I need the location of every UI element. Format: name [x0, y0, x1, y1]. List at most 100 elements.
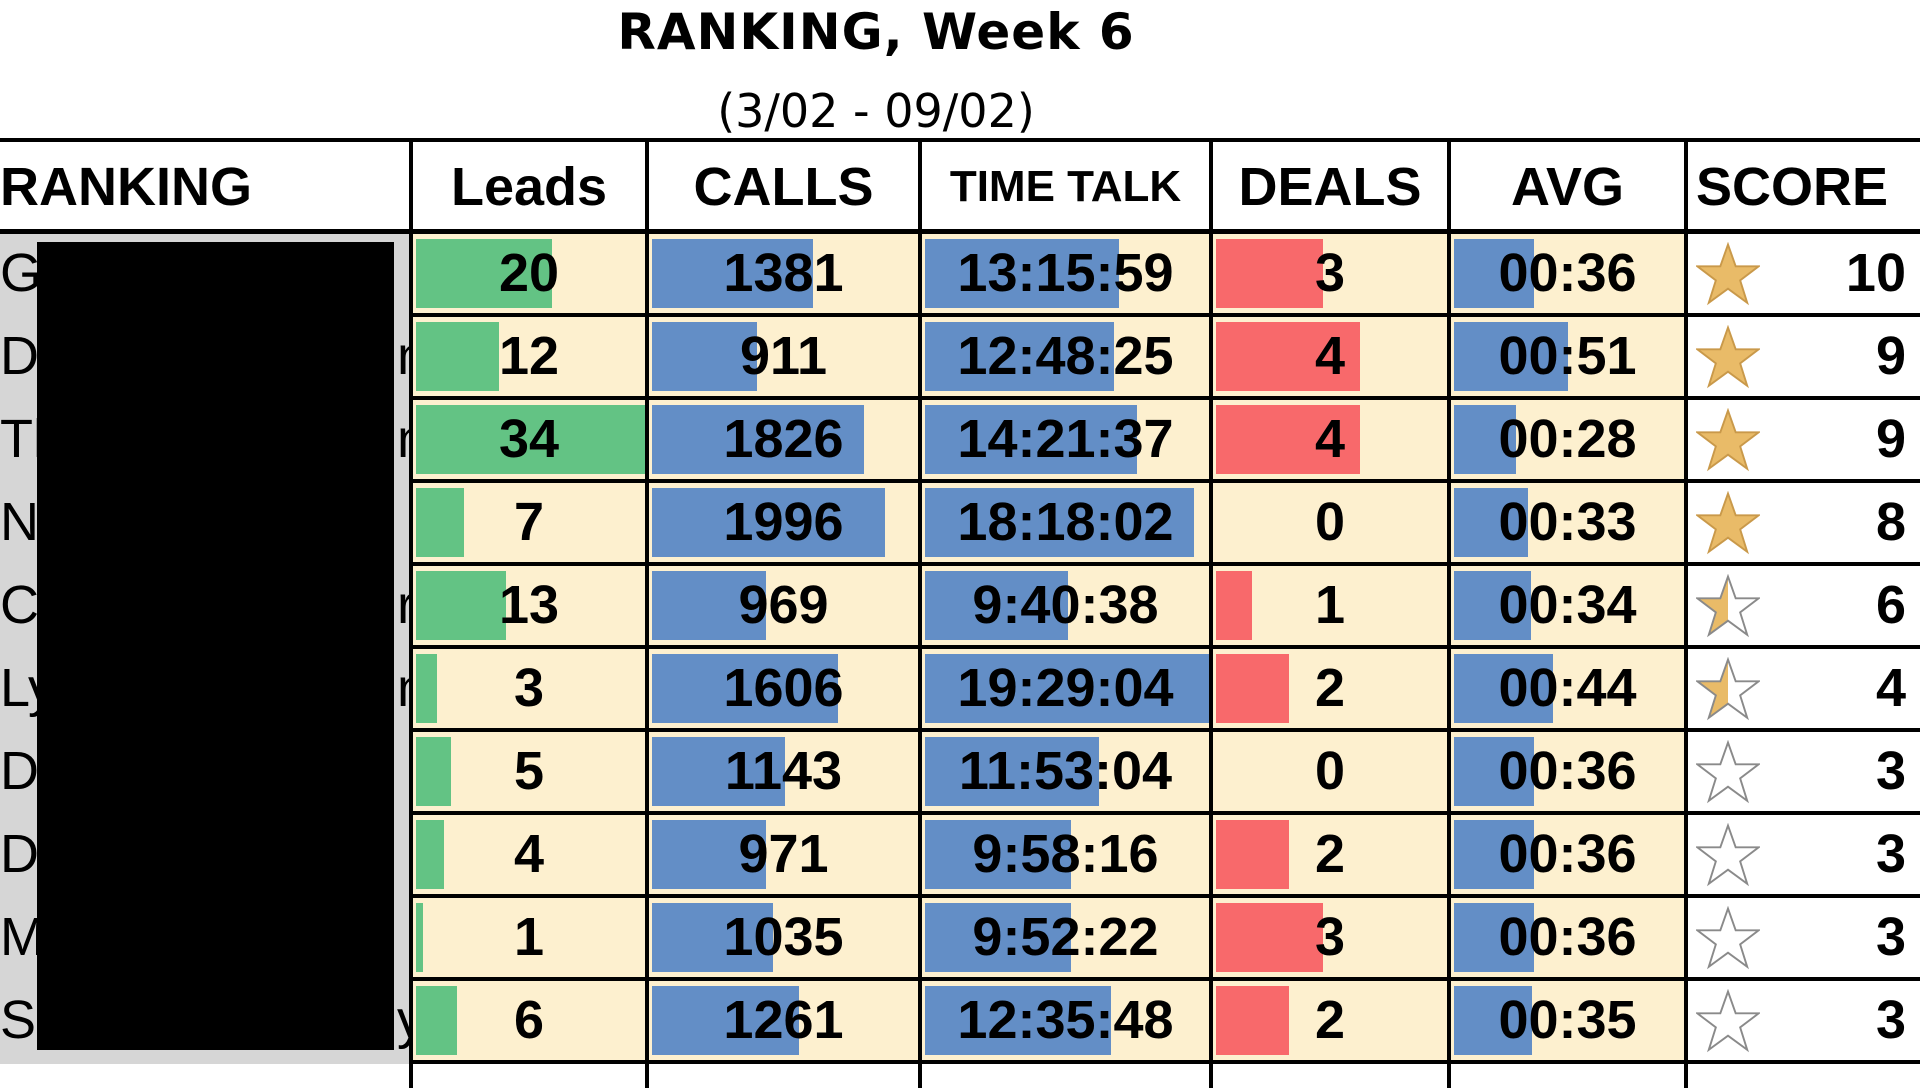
avg-cell: 00:34 [1451, 566, 1684, 649]
avg-data-bar [1454, 239, 1534, 308]
header-ranking: RANKING [0, 142, 409, 234]
deals-cell: 2 [1213, 815, 1447, 898]
time-talk-value: 12:35:48 [957, 990, 1174, 1050]
leads-cell: 34 [413, 400, 645, 483]
time-talk-value: 9:52:22 [972, 907, 1159, 967]
deals-cell: 3 [1213, 234, 1447, 317]
deals-cell: 4 [1213, 400, 1447, 483]
avg-data-bar [1454, 654, 1553, 723]
column-avg: AVG 00:36 00:51 00:28 00:33 00:34 00:44 00:36 0… [1451, 142, 1688, 1088]
time-talk-value: 14:21:37 [957, 409, 1174, 469]
calls-cell: 1143 [649, 732, 918, 815]
time-talk-value: 11:53:04 [958, 741, 1173, 801]
avg-value: 00:36 [1498, 907, 1637, 967]
leads-value: 6 [513, 990, 545, 1050]
score-value: 6 [1875, 575, 1906, 635]
calls-cell: 1826 [649, 400, 918, 483]
calls-cell: 1996 [649, 483, 918, 566]
leads-value: 5 [513, 741, 545, 801]
leads-value: 20 [498, 243, 560, 303]
leads-value: 3 [513, 658, 545, 718]
calls-cell: 971 [649, 815, 918, 898]
leads-data-bar [416, 903, 423, 972]
score-cell: 3 [1688, 732, 1920, 815]
time-talk-value: 12:48:25 [957, 326, 1174, 386]
header-leads: Leads [413, 142, 645, 234]
avg-cell: 00:36 [1451, 815, 1684, 898]
agent-name-tail: r [397, 575, 409, 635]
deals-cell: 2 [1213, 649, 1447, 732]
time-talk-cell: 19:29:04 [922, 649, 1209, 732]
calls-value: 1143 [724, 741, 843, 801]
score-cell: 9 [1688, 317, 1920, 400]
deals-data-bar [1216, 820, 1289, 889]
time-talk-data-bar [925, 571, 1068, 640]
star-half-icon [1696, 657, 1760, 721]
deals-value: 3 [1314, 907, 1346, 967]
star-empty-icon [1696, 906, 1760, 970]
avg-cell: 00:35 [1451, 981, 1684, 1064]
deals-cell: 0 [1213, 483, 1447, 566]
deals-value: 2 [1314, 824, 1346, 884]
avg-value: 00:36 [1498, 824, 1637, 884]
avg-value: 00:28 [1498, 409, 1637, 469]
column-deals: DEALS 3 4 4 0 1 2 0 2 3 2 [1213, 142, 1451, 1088]
calls-value: 969 [738, 575, 829, 635]
column-leads: Leads 20 12 34 7 13 3 5 4 1 6 [413, 142, 649, 1088]
avg-value: 00:36 [1498, 741, 1637, 801]
avg-data-bar [1454, 903, 1534, 972]
avg-data-bar [1454, 405, 1516, 474]
leads-data-bar [416, 405, 645, 474]
calls-value: 1381 [723, 243, 844, 303]
score-value: 9 [1875, 409, 1906, 469]
deals-cell: 2 [1213, 981, 1447, 1064]
calls-data-bar [652, 239, 813, 308]
avg-cell: 00:51 [1451, 317, 1684, 400]
score-cell: 3 [1688, 815, 1920, 898]
avg-cell: 00:33 [1451, 483, 1684, 566]
time-talk-cell: 18:18:02 [922, 483, 1209, 566]
time-talk-data-bar [925, 405, 1137, 474]
calls-data-bar [652, 820, 766, 889]
score-cell: 3 [1688, 981, 1920, 1064]
score-value: 10 [1845, 243, 1906, 303]
calls-cell: 1606 [649, 649, 918, 732]
score-value: 9 [1875, 326, 1906, 386]
header-avg: AVG [1451, 142, 1684, 234]
deals-data-bar [1216, 986, 1289, 1055]
avg-value: 00:34 [1498, 575, 1637, 635]
calls-cell: 911 [649, 317, 918, 400]
calls-cell: 1035 [649, 898, 918, 981]
time-talk-value: 9:58:16 [972, 824, 1159, 884]
calls-value: 1261 [723, 990, 844, 1050]
score-value: 3 [1875, 907, 1906, 967]
avg-data-bar [1454, 737, 1534, 806]
star-full-icon [1696, 408, 1760, 472]
leads-value: 1 [513, 907, 545, 967]
avg-value: 00:44 [1498, 658, 1637, 718]
star-full-icon [1696, 242, 1760, 306]
deals-value: 0 [1314, 741, 1346, 801]
leads-cell: 4 [413, 815, 645, 898]
avg-cell: 00:36 [1451, 732, 1684, 815]
calls-value: 1035 [723, 907, 844, 967]
calls-data-bar [652, 322, 757, 391]
leads-cell: 12 [413, 317, 645, 400]
time-talk-cell: 9:52:22 [922, 898, 1209, 981]
avg-cell: 00:36 [1451, 234, 1684, 317]
star-empty-icon [1696, 823, 1760, 887]
calls-value: 971 [738, 824, 829, 884]
column-calls: CALLS 1381 911 1826 1996 969 1606 1143 971 1035 1… [649, 142, 922, 1088]
time-talk-data-bar [925, 820, 1071, 889]
calls-data-bar [652, 488, 885, 557]
avg-cell: 00:36 [1451, 898, 1684, 981]
avg-data-bar [1454, 488, 1528, 557]
star-full-icon [1696, 491, 1760, 555]
leads-data-bar [416, 239, 552, 308]
calls-cell: 969 [649, 566, 918, 649]
star-full-icon [1696, 325, 1760, 389]
time-talk-cell: 12:48:25 [922, 317, 1209, 400]
time-talk-cell: 12:35:48 [922, 981, 1209, 1064]
agent-name-tail: n [397, 649, 409, 728]
deals-data-bar [1216, 405, 1360, 474]
